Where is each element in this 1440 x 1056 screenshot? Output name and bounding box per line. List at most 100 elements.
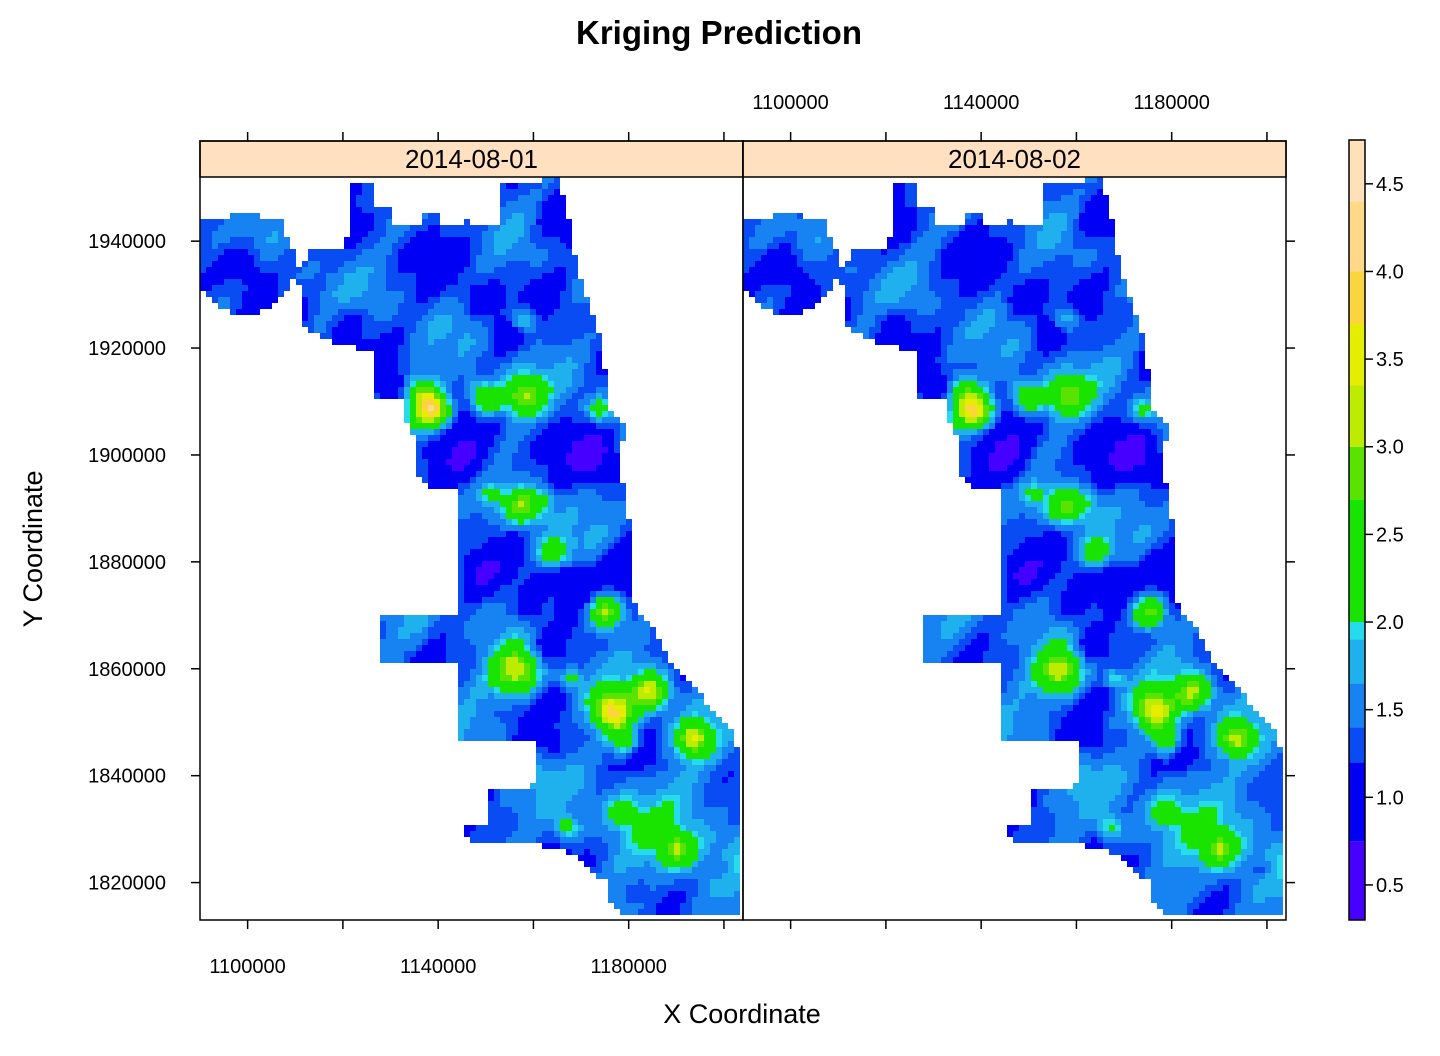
heatmap-cell [482,339,488,345]
heatmap-cell [620,753,626,759]
heatmap-cell [524,549,530,555]
heatmap-cell [518,549,524,555]
heatmap-cell [803,249,809,255]
heatmap-cell [650,735,656,741]
heatmap-cell [650,825,656,831]
heatmap-cell [668,891,674,897]
heatmap-cell [917,243,923,249]
heatmap-cell [506,615,512,621]
heatmap-cell [692,747,698,753]
heatmap-cell [500,501,506,507]
heatmap-cell [482,663,488,669]
heatmap-cell [656,741,662,747]
heatmap-cell [344,315,350,321]
heatmap-cell [560,381,566,387]
heatmap-cell [512,705,518,711]
heatmap-cell [1085,225,1091,231]
heatmap-cell [278,261,284,267]
heatmap-cell [464,687,470,693]
heatmap-cell [674,807,680,813]
heatmap-cell [440,309,446,315]
heatmap-cell [536,747,542,753]
heatmap-cell [590,537,596,543]
heatmap-cell [542,669,548,675]
heatmap-cell [530,615,536,621]
heatmap-cell [530,381,536,387]
heatmap-cell [578,429,584,435]
heatmap-cell [542,525,548,531]
heatmap-cell [368,207,374,213]
heatmap-cell [344,333,350,339]
heatmap-cell [536,315,542,321]
heatmap-cell [542,711,548,717]
heatmap-cell [476,255,482,261]
heatmap-cell [476,627,482,633]
heatmap-cell [560,723,566,729]
heatmap-cell [266,267,272,273]
heatmap-cell [236,267,242,273]
heatmap-cell [494,405,500,411]
heatmap-cell [698,861,704,867]
heatmap-cell [206,285,212,291]
heatmap-cell [536,525,542,531]
heatmap-cell [530,579,536,585]
heatmap-cell [734,909,740,915]
heatmap-cell [434,243,440,249]
heatmap-cell [656,855,662,861]
heatmap-cell [566,531,572,537]
heatmap-cell [656,777,662,783]
heatmap-cell [626,753,632,759]
heatmap-cell [500,285,506,291]
heatmap-cell [1037,243,1043,249]
heatmap-cell [686,807,692,813]
heatmap-cell [260,261,266,267]
heatmap-cell [530,609,536,615]
heatmap-cell [1073,231,1079,237]
heatmap-cell [506,447,512,453]
heatmap-cell [1055,225,1061,231]
heatmap-cell [488,279,494,285]
heatmap-cell [488,411,494,417]
heatmap-cell [761,219,767,225]
heatmap-cell [560,621,566,627]
heatmap-cell [482,681,488,687]
heatmap-cell [458,531,464,537]
heatmap-cell [506,429,512,435]
heatmap-cell [428,231,434,237]
heatmap-cell [638,795,644,801]
heatmap-cell [356,231,362,237]
heatmap-cell [470,705,476,711]
heatmap-cell [536,381,542,387]
heatmap-cell [632,789,638,795]
heatmap-cell [710,879,716,885]
heatmap-cell [572,381,578,387]
heatmap-cell [572,375,578,381]
heatmap-cell [614,477,620,483]
heatmap-cell [554,231,560,237]
heatmap-cell [428,375,434,381]
heatmap-cell [458,597,464,603]
heatmap-cell [596,609,602,615]
heatmap-cell [602,741,608,747]
heatmap-cell [608,603,614,609]
heatmap-cell [476,309,482,315]
heatmap-cell [620,705,626,711]
heatmap-cell [380,375,386,381]
heatmap-cell [476,477,482,483]
heatmap-cell [548,507,554,513]
heatmap-cell [518,789,524,795]
heatmap-cell [230,297,236,303]
heatmap-cell [434,273,440,279]
heatmap-cell [500,507,506,513]
heatmap-cell [398,369,404,375]
heatmap-cell [476,387,482,393]
heatmap-cell [542,381,548,387]
heatmap-cell [212,249,218,255]
heatmap-cell [548,759,554,765]
heatmap-cell [482,453,488,459]
heatmap-cell [572,285,578,291]
heatmap-cell [596,465,602,471]
heatmap-cell [524,735,530,741]
heatmap-cell [422,417,428,423]
heatmap-cell [530,297,536,303]
